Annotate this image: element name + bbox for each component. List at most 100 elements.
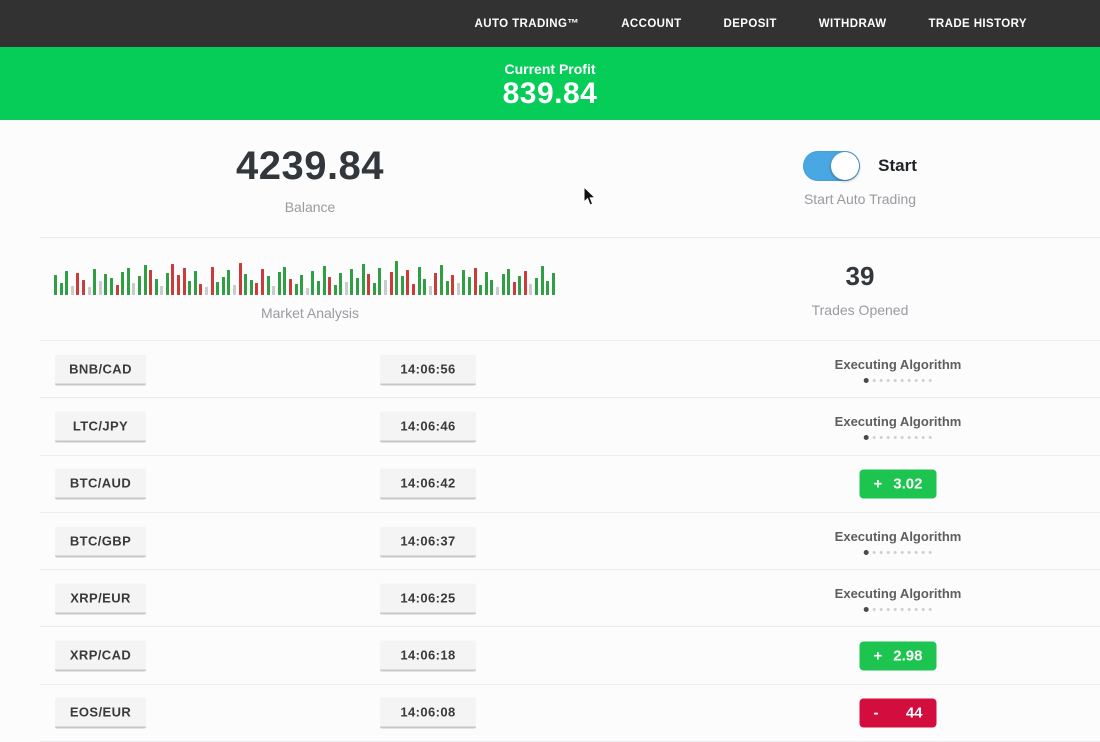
start-auto-trading-label: Start Auto Trading — [803, 191, 917, 207]
nav-deposit[interactable]: DEPOSIT — [723, 17, 777, 30]
market-tick-bar — [400, 275, 404, 295]
market-analysis-label: Market Analysis — [260, 304, 360, 321]
market-tick-bar — [423, 278, 427, 295]
market-section: Market Analysis 39 Trades Opened — [0, 238, 1100, 341]
pair-chip: EOS/EUR — [55, 697, 146, 729]
summary-section: 4239.84 Balance Start Start Auto Trading — [0, 120, 1100, 238]
market-tick-bar — [467, 276, 471, 295]
market-tick-bar — [177, 274, 181, 295]
market-tick-bar — [199, 283, 203, 295]
start-auto-trading-toggle[interactable] — [803, 151, 861, 181]
trade-row: BTC/GBP 14:06:37 Executing Algorithm — [0, 512, 1100, 571]
current-profit-value: 839.84 — [502, 76, 598, 110]
profit-badge: +2.98 — [859, 641, 937, 671]
trade-row: EOS/EUR 14:06:08 -44 — [0, 684, 1100, 742]
market-tick-bar — [160, 285, 164, 295]
market-tick-bar — [361, 263, 365, 295]
executing-algorithm-label: Executing Algorithm — [834, 528, 962, 544]
progress-dots — [863, 549, 932, 555]
market-tick-bar — [372, 282, 376, 295]
profit-badge: +3.02 — [859, 469, 937, 499]
market-tick-bar — [417, 266, 421, 295]
market-tick-bar — [333, 284, 337, 295]
executing-algorithm-label: Executing Algorithm — [834, 585, 962, 601]
market-tick-bar — [551, 272, 555, 295]
trade-status: Executing Algorithm — [835, 357, 961, 383]
trades-opened-block: 39 Trades Opened — [620, 238, 1100, 341]
market-tick-bar — [518, 275, 522, 295]
trade-status: Executing Algorithm — [835, 414, 961, 440]
market-tick-bar — [65, 270, 69, 295]
balance-label: Balance — [284, 198, 336, 215]
market-tick-bar — [59, 282, 63, 295]
market-tick-bar — [137, 275, 141, 295]
market-tick-bar — [70, 285, 74, 295]
market-tick-bar — [244, 273, 248, 295]
trade-status: -44 — [859, 698, 937, 728]
market-tick-bar — [367, 273, 371, 295]
trades-table: BNB/CAD 14:06:56 Executing Algorithm LTC… — [0, 341, 1100, 742]
progress-dots — [863, 377, 932, 383]
market-tick-bar — [121, 271, 125, 295]
pair-chip: XRP/EUR — [55, 583, 146, 615]
market-tick-bar — [384, 279, 388, 295]
nav-account[interactable]: ACCOUNT — [621, 17, 682, 30]
market-tick-bar — [154, 278, 158, 295]
toggle-state-label: Start — [878, 156, 917, 175]
market-tick-bar — [221, 276, 225, 295]
pair-chip: BNB/CAD — [55, 354, 146, 386]
market-tick-bar — [495, 286, 499, 295]
market-tick-bar — [300, 274, 304, 295]
toggle-knob — [831, 152, 860, 180]
market-tick-bar — [188, 280, 192, 295]
market-tick-bar — [428, 285, 432, 295]
market-tick-bar — [165, 272, 169, 295]
market-tick-bar — [272, 285, 276, 295]
market-tick-bar — [523, 270, 527, 295]
market-tick-bar — [529, 283, 533, 295]
trade-status: Executing Algorithm — [834, 528, 962, 555]
market-tick-bar — [535, 277, 539, 295]
market-tick-bar — [93, 268, 97, 295]
balance-value: 4239.84 — [235, 143, 385, 188]
current-profit-banner: Current Profit 839.84 — [0, 47, 1100, 120]
trade-row: XRP/CAD 14:06:18 +2.98 — [0, 627, 1100, 686]
trade-status: +2.98 — [859, 641, 937, 671]
market-tick-bar — [98, 280, 102, 295]
trades-opened-value: 39 — [845, 261, 875, 291]
market-tick-bar — [266, 275, 270, 295]
market-tick-bar — [104, 273, 108, 295]
time-chip: 14:06:46 — [380, 411, 476, 443]
trade-status: Executing Algorithm — [834, 585, 962, 612]
market-tick-bar — [255, 282, 259, 295]
market-tick-bar — [389, 271, 393, 295]
market-tick-bar — [87, 286, 91, 295]
market-tick-bar — [316, 280, 320, 295]
pair-chip: BTC/AUD — [55, 468, 146, 500]
market-tick-bar — [339, 272, 343, 295]
market-tick-bar — [484, 271, 488, 295]
progress-dots — [863, 434, 932, 440]
market-analysis-block: Market Analysis — [0, 238, 620, 341]
progress-dots — [863, 606, 932, 612]
nav-withdraw[interactable]: WITHDRAW — [818, 17, 887, 30]
time-chip: 14:06:08 — [380, 697, 476, 729]
pair-chip: XRP/CAD — [55, 640, 146, 672]
nav-auto-trading[interactable]: AUTO TRADING™ — [474, 17, 580, 30]
auto-trading-block: Start Start Auto Trading — [620, 120, 1100, 238]
market-tick-bar — [143, 264, 147, 295]
nav-trade-history[interactable]: TRADE HISTORY — [928, 17, 1027, 30]
market-tick-bar — [260, 268, 264, 295]
market-tick-bar — [288, 278, 292, 295]
market-tick-bar — [512, 281, 516, 295]
market-tick-bar — [81, 279, 85, 295]
time-chip: 14:06:42 — [380, 468, 476, 500]
market-tick-bar — [283, 266, 287, 295]
trades-opened-label: Trades Opened — [811, 302, 909, 318]
trade-status: +3.02 — [859, 469, 937, 499]
market-tick-bar — [434, 272, 438, 295]
top-nav: AUTO TRADING™ ACCOUNT DEPOSIT WITHDRAW T… — [0, 0, 1100, 47]
trade-row: BNB/CAD 14:06:56 Executing Algorithm — [0, 341, 1100, 399]
market-tick-bar — [501, 273, 505, 295]
market-analysis-chart — [54, 259, 566, 295]
